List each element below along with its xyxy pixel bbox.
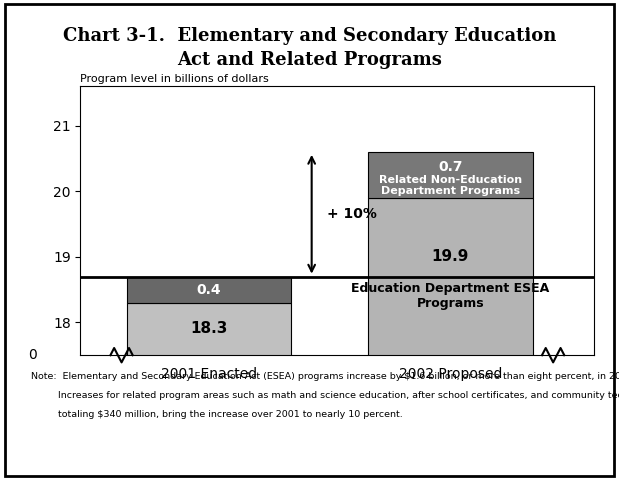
Text: Education Department ESEA
Programs: Education Department ESEA Programs xyxy=(351,282,550,310)
Text: Chart 3-1.  Elementary and Secondary Education: Chart 3-1. Elementary and Secondary Educ… xyxy=(63,27,556,45)
Bar xyxy=(127,303,291,355)
Text: 19.9: 19.9 xyxy=(431,249,469,264)
Text: 0.4: 0.4 xyxy=(197,283,221,297)
Text: Program level in billions of dollars: Program level in billions of dollars xyxy=(80,74,269,84)
Text: Related Non-Education
Department Programs: Related Non-Education Department Program… xyxy=(379,175,522,196)
Text: 2002 Proposed: 2002 Proposed xyxy=(399,367,502,381)
Text: 0: 0 xyxy=(28,348,37,362)
Bar xyxy=(368,152,532,198)
Bar xyxy=(127,276,291,303)
Text: Increases for related program areas such as math and science education, after sc: Increases for related program areas such… xyxy=(31,391,619,400)
Text: Act and Related Programs: Act and Related Programs xyxy=(177,51,442,69)
Bar xyxy=(368,198,532,355)
Text: Note:  Elementary and Secondary Education Act (ESEA) programs increase by $1.6 b: Note: Elementary and Secondary Education… xyxy=(31,372,619,381)
Text: totaling $340 million, bring the increase over 2001 to nearly 10 percent.: totaling $340 million, bring the increas… xyxy=(31,410,403,420)
Text: 2001 Enacted: 2001 Enacted xyxy=(161,367,257,381)
Text: + 10%: + 10% xyxy=(327,207,377,221)
Text: 18.3: 18.3 xyxy=(190,322,228,336)
Text: 0.7: 0.7 xyxy=(438,160,462,174)
